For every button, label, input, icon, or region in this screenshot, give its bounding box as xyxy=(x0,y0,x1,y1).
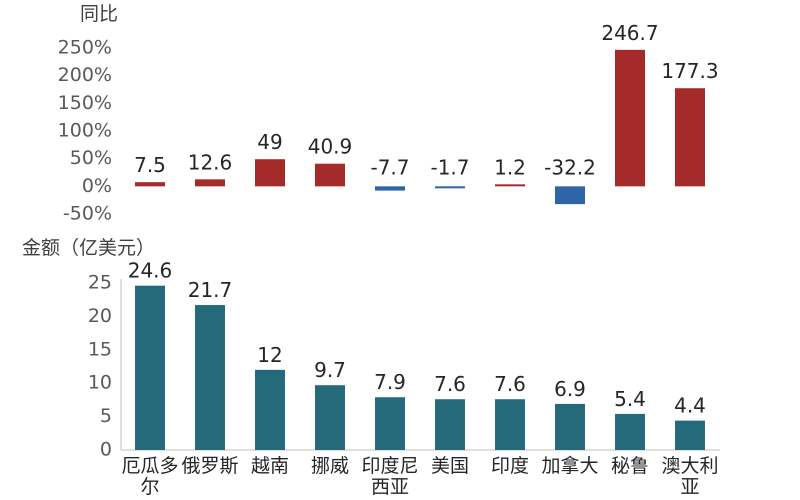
category-label: 印度尼 xyxy=(361,455,418,477)
yoy-data-label: 7.5 xyxy=(134,153,166,177)
category-label: 澳大利 xyxy=(661,455,718,477)
amount-tick-label: 15 xyxy=(88,338,112,360)
yoy-data-label: -1.7 xyxy=(430,155,469,179)
yoy-tick-label: -50% xyxy=(63,203,112,225)
yoy-bar xyxy=(675,88,705,187)
amount-data-labels: 24.6 21.7 12 9.7 7.9 7.6 7.6 6.9 5.4 4.4 xyxy=(128,259,706,418)
amount-data-label: 7.9 xyxy=(374,370,406,394)
category-label: 挪威 xyxy=(311,455,349,477)
amount-tick-label: 25 xyxy=(88,272,112,294)
yoy-data-label: 177.3 xyxy=(661,59,718,83)
amount-bar xyxy=(375,397,405,450)
amount-data-label: 6.9 xyxy=(554,377,586,401)
category-label: 加拿大 xyxy=(541,454,598,477)
yoy-data-label: 246.7 xyxy=(601,21,658,45)
amount-bar xyxy=(435,399,465,450)
yoy-tick-label: 150% xyxy=(58,92,112,114)
amount-bars xyxy=(135,285,705,450)
category-label: 尔 xyxy=(140,476,159,498)
yoy-bar xyxy=(135,182,165,187)
amount-bar xyxy=(615,413,645,450)
amount-tick-label: 10 xyxy=(88,372,112,394)
yoy-axis-title: 同比 xyxy=(80,3,118,25)
yoy-bars xyxy=(135,49,705,205)
yoy-bar xyxy=(495,184,525,187)
amount-tick-label: 0 xyxy=(100,439,112,461)
amount-bar xyxy=(555,403,585,450)
yoy-bar xyxy=(555,186,585,205)
yoy-bar xyxy=(255,159,285,187)
yoy-tick-label: 200% xyxy=(58,64,112,86)
yoy-bar xyxy=(435,186,465,189)
amount-y-ticks: 25 20 15 10 5 0 xyxy=(88,272,112,461)
amount-data-label: 7.6 xyxy=(434,372,466,396)
yoy-data-label: -32.2 xyxy=(544,155,596,179)
amount-bar xyxy=(195,305,225,450)
amount-axis-title: 金额（亿美元） xyxy=(22,237,155,259)
yoy-tick-label: 0% xyxy=(82,175,112,197)
yoy-y-ticks: 250% 200% 150% 100% 50% 0% -50% xyxy=(58,37,112,225)
category-label: 美国 xyxy=(431,455,469,477)
amount-bar xyxy=(255,369,285,450)
yoy-data-label: 40.9 xyxy=(308,135,353,159)
category-label: 厄瓜多 xyxy=(121,455,178,477)
amount-data-label: 4.4 xyxy=(674,394,706,418)
amount-bar xyxy=(135,285,165,450)
amount-data-label: 9.7 xyxy=(314,358,346,382)
yoy-tick-label: 250% xyxy=(58,37,112,59)
yoy-tick-label: 50% xyxy=(70,147,112,169)
yoy-tick-label: 100% xyxy=(58,120,112,142)
category-label: 越南 xyxy=(251,455,289,477)
yoy-data-label: 49 xyxy=(257,130,282,154)
yoy-bar xyxy=(195,179,225,187)
yoy-data-label: 1.2 xyxy=(494,155,526,179)
yoy-bar xyxy=(615,49,645,187)
amount-data-label: 7.6 xyxy=(494,372,526,396)
yoy-chart: 同比 250% 200% 150% 100% 50% 0% -50% 7.5 12.6 49 40… xyxy=(58,3,719,225)
amount-bar xyxy=(495,399,525,450)
category-label: 俄罗斯 xyxy=(181,455,238,477)
amount-bar xyxy=(675,420,705,450)
category-label: 亚 xyxy=(680,476,699,498)
amount-bar xyxy=(315,385,345,450)
amount-data-label: 21.7 xyxy=(188,278,233,302)
yoy-bar xyxy=(375,186,405,191)
amount-data-label: 12 xyxy=(257,343,282,367)
yoy-bar xyxy=(315,163,345,187)
category-label: 印度 xyxy=(491,455,529,477)
amount-tick-label: 20 xyxy=(88,305,112,327)
amount-data-label: 5.4 xyxy=(614,387,646,411)
amount-data-label: 24.6 xyxy=(128,259,173,283)
yoy-data-label: -7.7 xyxy=(370,155,409,179)
category-label: 秘鲁 xyxy=(611,455,649,477)
yoy-data-label: 12.6 xyxy=(188,150,233,174)
amount-tick-label: 5 xyxy=(100,405,112,427)
category-label: 西亚 xyxy=(371,476,409,498)
amount-chart: 金额（亿美元） 25 20 15 10 5 0 24.6 21.7 12 9.7 7.9 7.6 7.… xyxy=(22,237,720,498)
